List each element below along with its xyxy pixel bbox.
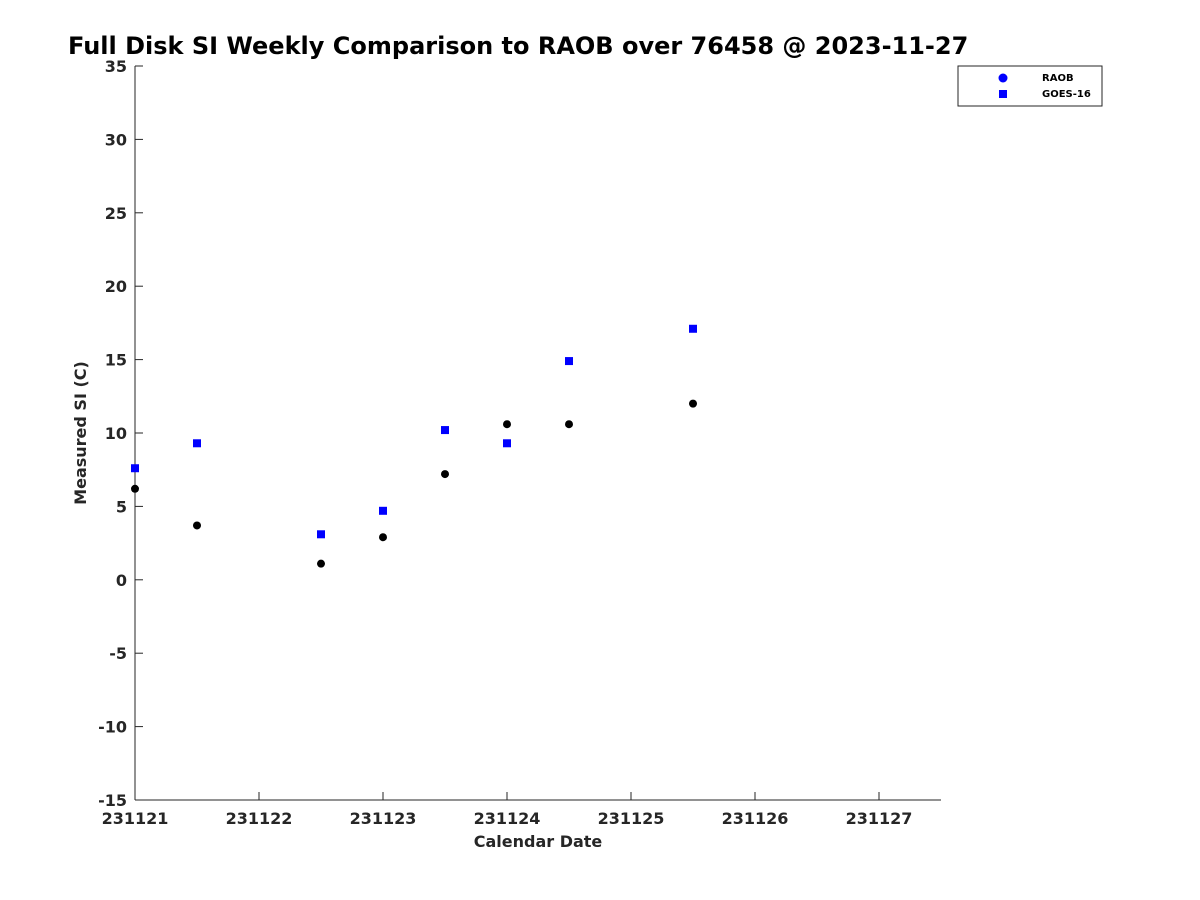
y-tick-label: 10 — [105, 424, 127, 443]
x-tick-label: 231126 — [722, 809, 789, 828]
raob-point — [131, 484, 139, 493]
y-tick-label: 0 — [116, 571, 127, 590]
y-tick-label: 25 — [105, 204, 127, 223]
x-tick-label: 231123 — [350, 809, 417, 828]
y-tick-label: -15 — [98, 791, 127, 810]
y-tick-label: 30 — [105, 130, 127, 149]
y-tick-label: -5 — [109, 644, 127, 663]
legend: RAOB GOES-16 — [957, 65, 1103, 107]
x-ticks: 231121 231122 231123 231124 231125 231126 2311… — [102, 792, 913, 828]
raob-point — [565, 420, 573, 429]
legend-goes16-label: GOES-16 — [1042, 89, 1091, 100]
y-tick-label: 35 — [105, 57, 127, 76]
goes16-point — [317, 530, 325, 539]
y-ticks: -15 -10 -5 0 5 10 15 20 25 30 35 — [98, 57, 143, 810]
legend-box — [957, 65, 1103, 107]
goes16-point — [379, 506, 387, 515]
y-tick-label: -10 — [98, 718, 127, 737]
data-points — [131, 324, 697, 568]
goes16-point — [193, 439, 201, 448]
raob-point — [689, 399, 697, 408]
raob-point — [317, 559, 325, 568]
y-tick-label: 15 — [105, 351, 127, 370]
x-tick-label: 231125 — [598, 809, 665, 828]
raob-point — [441, 470, 449, 479]
x-tick-label: 231124 — [474, 809, 541, 828]
x-tick-label: 231121 — [102, 809, 169, 828]
raob-point — [379, 533, 387, 542]
raob-point — [503, 420, 511, 429]
chart-title: Full Disk SI Weekly Comparison to RAOB o… — [68, 32, 968, 60]
raob-point — [193, 521, 201, 530]
goes16-point — [565, 357, 573, 366]
axes — [134, 66, 941, 801]
y-tick-label: 20 — [105, 277, 127, 296]
x-axis-label: Calendar Date — [474, 832, 603, 851]
goes16-point — [131, 464, 139, 473]
y-tick-label: 5 — [116, 497, 127, 516]
goes16-point — [689, 324, 697, 333]
legend-raob-marker — [998, 73, 1008, 83]
goes16-point — [503, 439, 511, 448]
x-tick-label: 231122 — [226, 809, 293, 828]
x-tick-label: 231127 — [846, 809, 913, 828]
legend-goes16-marker — [999, 90, 1007, 98]
goes16-point — [441, 426, 449, 435]
legend-raob-label: RAOB — [1042, 73, 1074, 84]
y-axis-label: Measured SI (C) — [71, 361, 90, 505]
